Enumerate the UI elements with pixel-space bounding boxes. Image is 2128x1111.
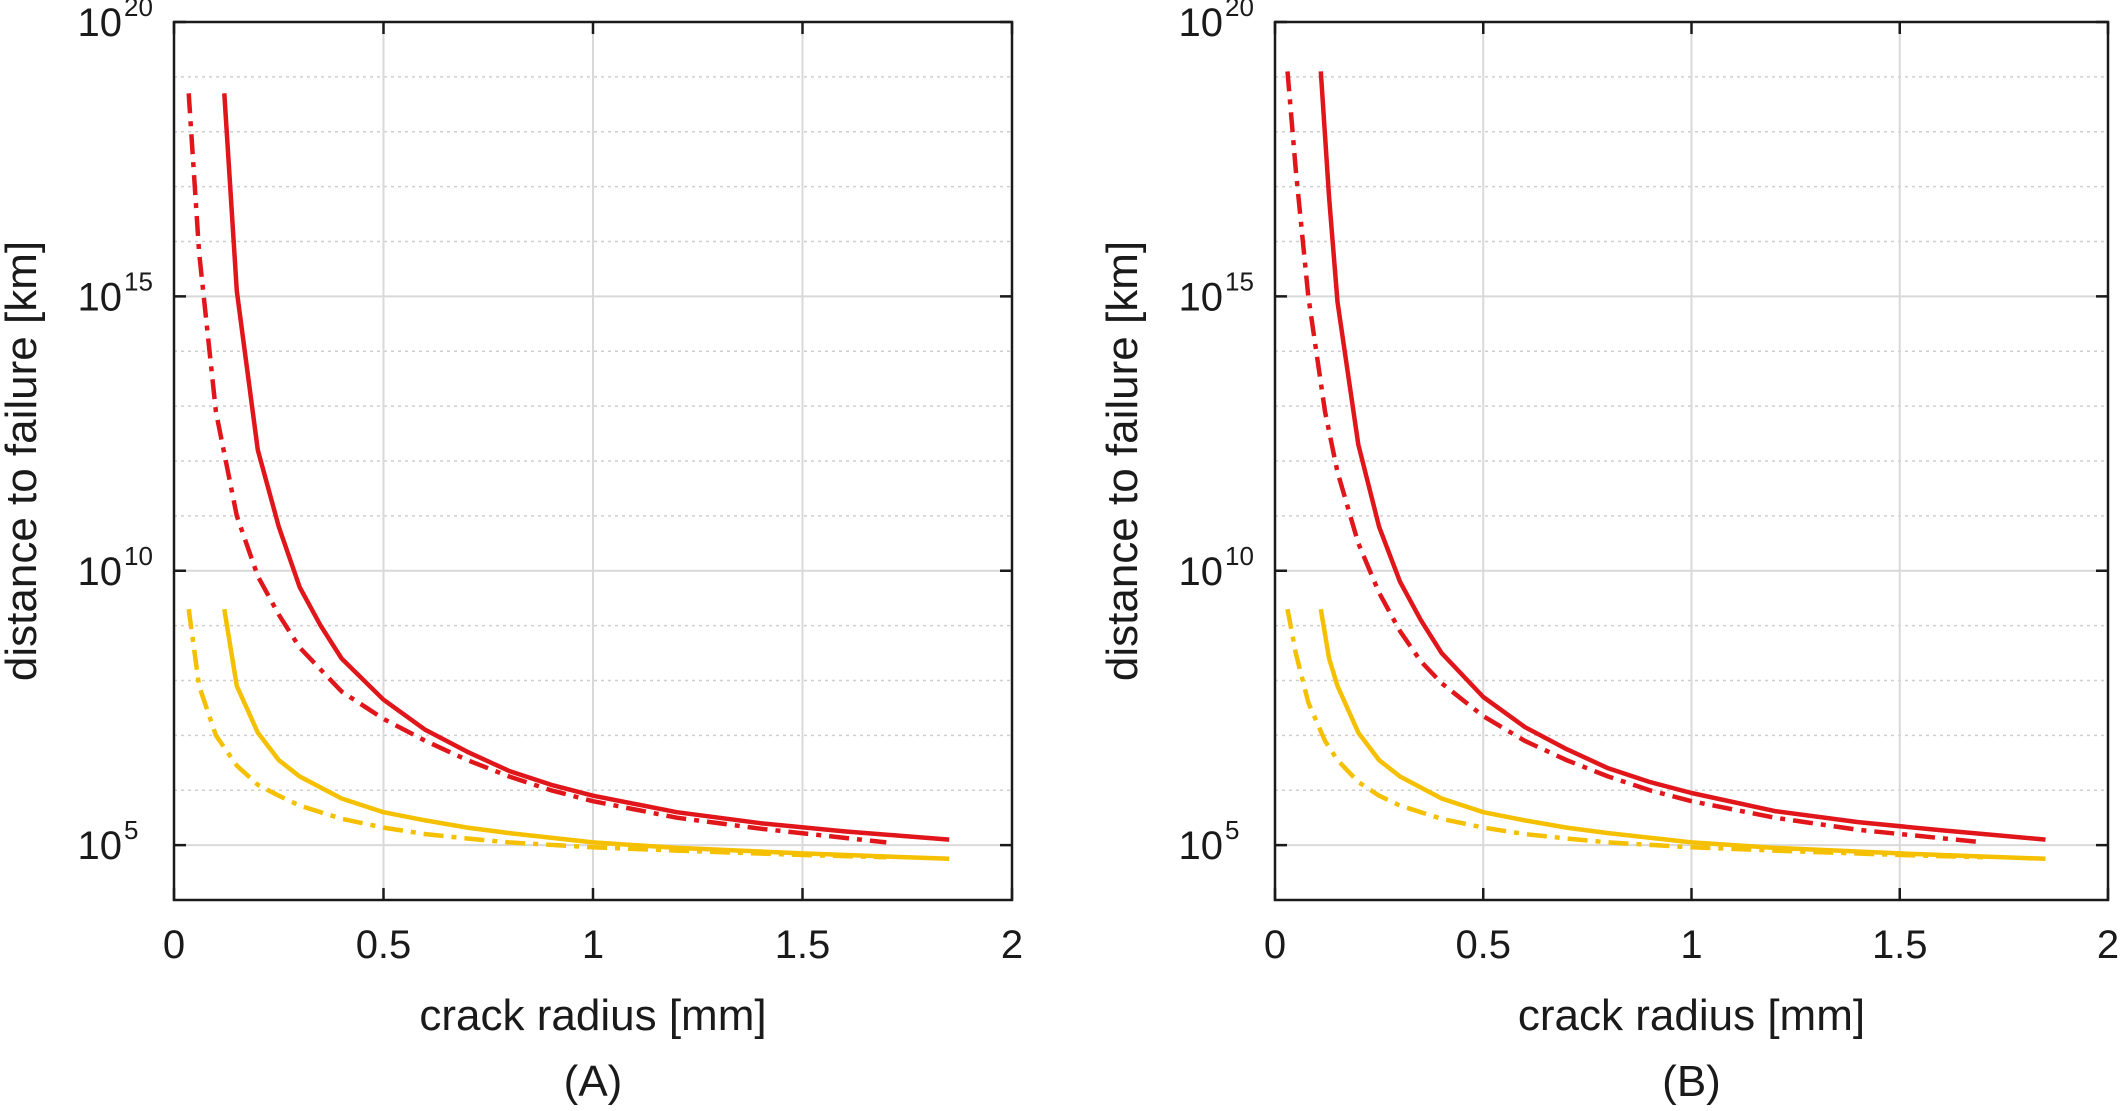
x-tick-label: 0.5 (1455, 923, 1511, 967)
y-tick-label: 10 10 (78, 541, 153, 594)
y-tick-label: 10 20 (78, 0, 153, 45)
panel-caption: (B) (1662, 1057, 1721, 1106)
x-tick-label: 1 (1680, 923, 1702, 967)
y-tick-base: 10 (1179, 824, 1224, 868)
y-tick-label: 10 15 (78, 266, 153, 319)
y-tick-exponent: 10 (1225, 541, 1254, 571)
x-tick-label: 0 (163, 923, 185, 967)
series-line-2-solid (222, 608, 950, 862)
y-tick-exponent: 20 (1225, 0, 1254, 22)
y-tick-exponent: 5 (124, 815, 138, 845)
y-tick-exponent: 15 (1225, 266, 1254, 296)
x-tick-label: 2 (1001, 923, 1023, 967)
panel-caption: (A) (564, 1057, 623, 1106)
y-tick-base: 10 (1179, 275, 1224, 319)
y-tick-base: 10 (78, 275, 123, 319)
x-axis-title: crack radius [mm] (1518, 991, 1865, 1040)
series-line-3-dashdot (1285, 608, 1984, 860)
y-tick-exponent: 10 (124, 541, 153, 571)
y-tick-label: 10 20 (1179, 0, 1254, 45)
x-tick-label: 1 (582, 923, 604, 967)
series-line-1-dashdot (1285, 71, 1984, 845)
x-tick-label: 1.5 (1872, 923, 1928, 967)
series-group (1285, 71, 2046, 862)
y-tick-base: 10 (1179, 1, 1224, 45)
x-tick-label: 1.5 (775, 923, 831, 967)
series-line-1-dashdot (186, 93, 887, 845)
y-axis-title: distance to failure [km] (1098, 241, 1147, 681)
tick-marks (172, 20, 1014, 900)
y-axis-title: distance to failure [km] (0, 241, 46, 681)
y-tick-base: 10 (1179, 550, 1224, 594)
y-tick-base: 10 (78, 824, 123, 868)
x-tick-label: 0.5 (356, 923, 412, 967)
y-tick-label: 10 15 (1179, 266, 1254, 319)
y-tick-base: 10 (78, 1, 123, 45)
y-tick-exponent: 15 (124, 266, 153, 296)
y-tick-exponent: 20 (124, 0, 153, 22)
series-line-3-dashdot (186, 608, 887, 860)
x-tick-label: 0 (1264, 923, 1286, 967)
tick-marks (1273, 20, 2110, 900)
x-axis-title: crack radius [mm] (419, 991, 766, 1040)
series-group (186, 93, 950, 862)
series-line-0-solid (222, 93, 950, 842)
series-line-2-solid (1318, 608, 2046, 862)
y-tick-exponent: 5 (1225, 815, 1239, 845)
y-tick-label: 10 5 (1179, 815, 1240, 868)
series-line-0-solid (1318, 71, 2046, 842)
y-tick-label: 10 10 (1179, 541, 1254, 594)
y-tick-base: 10 (78, 550, 123, 594)
x-tick-label: 2 (2097, 923, 2119, 967)
y-tick-label: 10 5 (78, 815, 139, 868)
